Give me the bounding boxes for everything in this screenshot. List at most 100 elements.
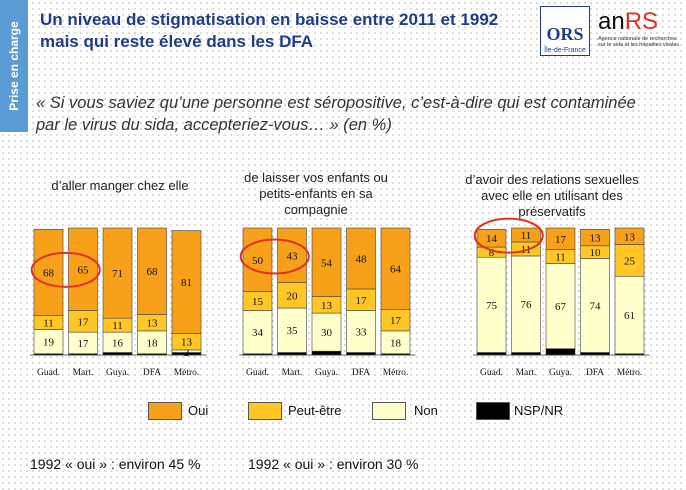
bar-2-2-non [277,307,307,353]
side-tab: Prise en charge [0,0,28,132]
label-1-4-non: 18 [147,337,159,349]
legend-label-peut-etre: Peut-être [288,403,342,418]
legend: Oui Peut-être Non NSP/NR [0,400,686,426]
label-1-5-peut-etre: 13 [181,337,193,349]
bar-2-1-oui [242,227,273,292]
label-1-3-oui: 71 [112,268,123,280]
tick-label-1-3: Guya. [106,368,129,378]
bar-2-3-non [311,312,342,352]
ors-logo: ORS Île-de-France [540,6,590,56]
tick-label-3-1: Guad. [480,368,503,378]
label-2-4-oui: 48 [356,253,368,265]
highlight-ellipse-3 [473,217,544,254]
note-1992-chart-1: 1992 « oui » : environ 45 % [30,456,201,472]
label-1-5-non: 2 [184,347,190,359]
label-2-3-peut-etre: 13 [321,300,333,312]
label-3-2-non: 76 [521,299,533,311]
chart-2-title: de laisser vos enfants ou [244,170,388,185]
bar-3-5-peut-etre [614,244,645,277]
legend-label-oui: Oui [188,403,209,418]
bar-2-2-peut-etre [277,282,307,309]
label-1-3-peut-etre: 11 [112,320,123,332]
note-1992-chart-2: 1992 « oui » : environ 30 % [248,456,419,472]
bar-2-1-non [242,310,273,355]
bar-3-1-non [476,256,507,353]
legend-label-non: Non [414,403,438,418]
charts-area: d’aller manger chez elle 19 11 68 Guad. 17 17 6… [30,170,650,378]
tick-label-2-5: Métro. [383,368,409,378]
bar-3-1-oui [476,228,507,248]
tick-label-1-1: Guad. [37,368,60,378]
label-1-3-non: 16 [112,337,124,349]
bar-2-5-oui [380,227,411,310]
chart-3-title: d’avoir des relations sexuelles [465,172,639,187]
tick-label-3-5: Métro. [617,368,643,378]
label-3-3-peut-etre: 11 [555,252,566,264]
label-3-3-oui: 17 [555,234,567,246]
label-2-5-non: 18 [390,337,402,349]
label-2-2-non: 35 [287,325,299,337]
label-3-5-oui: 13 [624,231,636,243]
bar-1-1-oui [33,228,64,316]
bar-1-3-oui [102,227,133,319]
bar-2-4-non [346,310,376,353]
tick-label-2-3: Guya. [315,368,338,378]
ors-logo-subtext: Île-de-France [544,47,586,54]
label-3-2-oui: 11 [521,230,532,242]
bar-1-2-oui [68,227,98,311]
anrs-logo-subtext: Agence nationale de recherches sur le sid… [598,36,680,48]
legend-label-nsp: NSP/NR [514,403,564,418]
chart-1-title: d’aller manger chez elle [51,178,188,193]
legend-swatch-oui [148,402,182,420]
bar-3-3-non [545,263,576,349]
legend-swatch-peut-etre [248,402,282,420]
label-1-5-oui: 81 [181,277,192,289]
tick-label-1-5: Métro. [174,368,200,378]
label-3-3-non: 67 [555,301,567,313]
tick-label-1-4: DFA [143,368,161,378]
bar-1-1-non [33,329,64,355]
label-1-2-oui: 65 [78,264,90,276]
label-2-2-oui: 43 [287,250,299,262]
title-line-2: mais qui reste élevé dans les DFA [40,32,314,51]
highlight-ellipse-2 [239,238,310,275]
label-2-2-peut-etre: 20 [287,290,299,302]
anrs-logo-text: anRS [598,8,659,35]
bar-2-3-oui [311,227,342,297]
label-3-5-non: 61 [624,310,635,322]
label-1-2-peut-etre: 17 [78,316,90,328]
survey-question: « Si vous saviez qu’une personne est sér… [36,94,636,134]
label-2-1-oui: 50 [252,255,264,267]
label-1-2-non: 17 [78,338,90,350]
legend-swatch-nsp [476,402,510,420]
tick-label-2-4: DFA [352,368,370,378]
label-2-5-oui: 64 [390,264,402,276]
tick-label-2-1: Guad. [246,368,269,378]
label-1-1-non: 19 [43,337,55,349]
bar-3-5-non [614,275,645,355]
label-2-3-oui: 54 [321,257,333,269]
tick-label-2-2: Mart. [282,368,303,378]
bar-1-4-oui [137,227,167,315]
label-3-5-peut-etre: 25 [624,255,636,267]
page-title: Un niveau de stigmatisation en baisse en… [40,9,530,53]
bar-2-4-oui [346,227,376,290]
label-2-4-peut-etre: 17 [356,295,368,307]
label-1-1-oui: 68 [43,267,55,279]
anrs-logo: anRS Agence nationale de recherches sur l… [598,8,682,48]
highlight-ellipse-1 [30,251,101,288]
ors-logo-text: ORS [546,24,584,44]
label-2-5-peut-etre: 17 [390,315,402,327]
chart-2-title: compagnie [284,202,348,217]
bar-3-4-non [580,258,610,353]
label-2-3-non: 30 [321,327,333,339]
tick-label-3-3: Guya. [549,368,572,378]
title-line-1: Un niveau de stigmatisation en baisse en… [40,10,499,29]
bar-2-3-nsp [311,350,342,356]
chart-2-title: petits-enfants en sa [259,186,373,201]
label-1-4-oui: 68 [147,266,159,278]
bar-1-5-oui [171,230,202,334]
label-3-1-peut-etre: 8 [489,247,495,259]
label-3-1-oui: 14 [486,233,498,245]
bar-3-4-oui [580,228,610,247]
